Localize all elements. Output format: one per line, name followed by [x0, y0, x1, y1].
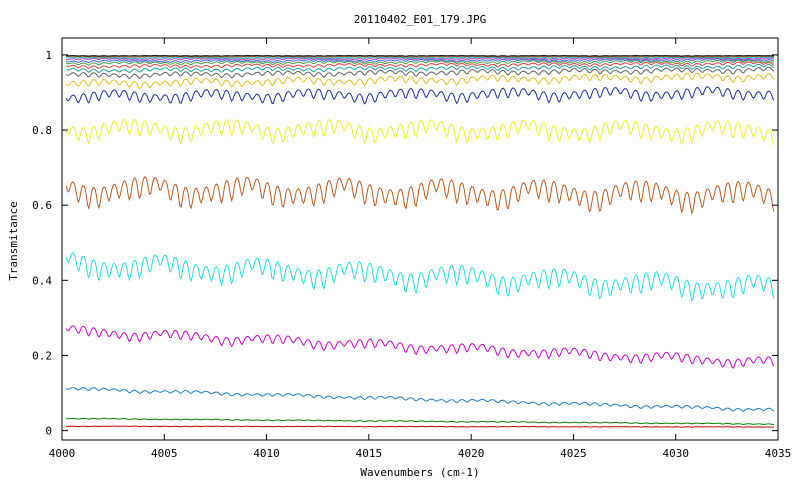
series-line: [66, 56, 774, 60]
series-line: [65, 387, 775, 412]
series-line: [65, 66, 775, 80]
y-axis-label: Transmitance: [7, 201, 20, 280]
x-tick-label: 4005: [151, 447, 178, 460]
x-tick-label: 4000: [49, 447, 76, 460]
series-line: [65, 58, 775, 64]
y-tick-label: 1: [45, 49, 52, 62]
series-line: [65, 59, 775, 66]
x-axis: 4000 4005 4010 4015 4020 4025 4030 4035: [49, 38, 792, 460]
series-line: [65, 61, 775, 69]
series-line: [66, 55, 774, 58]
y-tick-label: 0.4: [32, 274, 52, 287]
x-tick-label: 4030: [662, 447, 689, 460]
series-line: [65, 325, 775, 369]
y-tick-label: 0.8: [32, 124, 52, 137]
series-line: [65, 86, 775, 105]
series-line: [66, 425, 774, 428]
y-tick-label: 0.2: [32, 349, 52, 362]
series-line: [65, 252, 775, 302]
y-axis: 0 0.2 0.4 0.6 0.8 1: [32, 49, 778, 438]
y-tick-label: 0: [45, 425, 52, 438]
x-tick-label: 4025: [560, 447, 587, 460]
x-tick-label: 4035: [765, 447, 792, 460]
series-line: [66, 55, 774, 57]
series-line: [65, 118, 775, 146]
series-line: [66, 417, 774, 426]
series-line: [65, 72, 775, 90]
series-line: [65, 57, 775, 61]
chart-title: 20110402_E01_179.JPG: [354, 13, 486, 26]
y-tick-label: 0.6: [32, 199, 52, 212]
series-line: [65, 176, 775, 215]
x-axis-label: Wavenumbers (cm-1): [360, 466, 479, 479]
plot-lines: [65, 55, 775, 428]
plot-frame: [61, 37, 779, 441]
x-tick-label: 4010: [253, 447, 280, 460]
series-line: [65, 63, 775, 74]
x-tick-label: 4015: [356, 447, 383, 460]
x-tick-label: 4020: [458, 447, 485, 460]
